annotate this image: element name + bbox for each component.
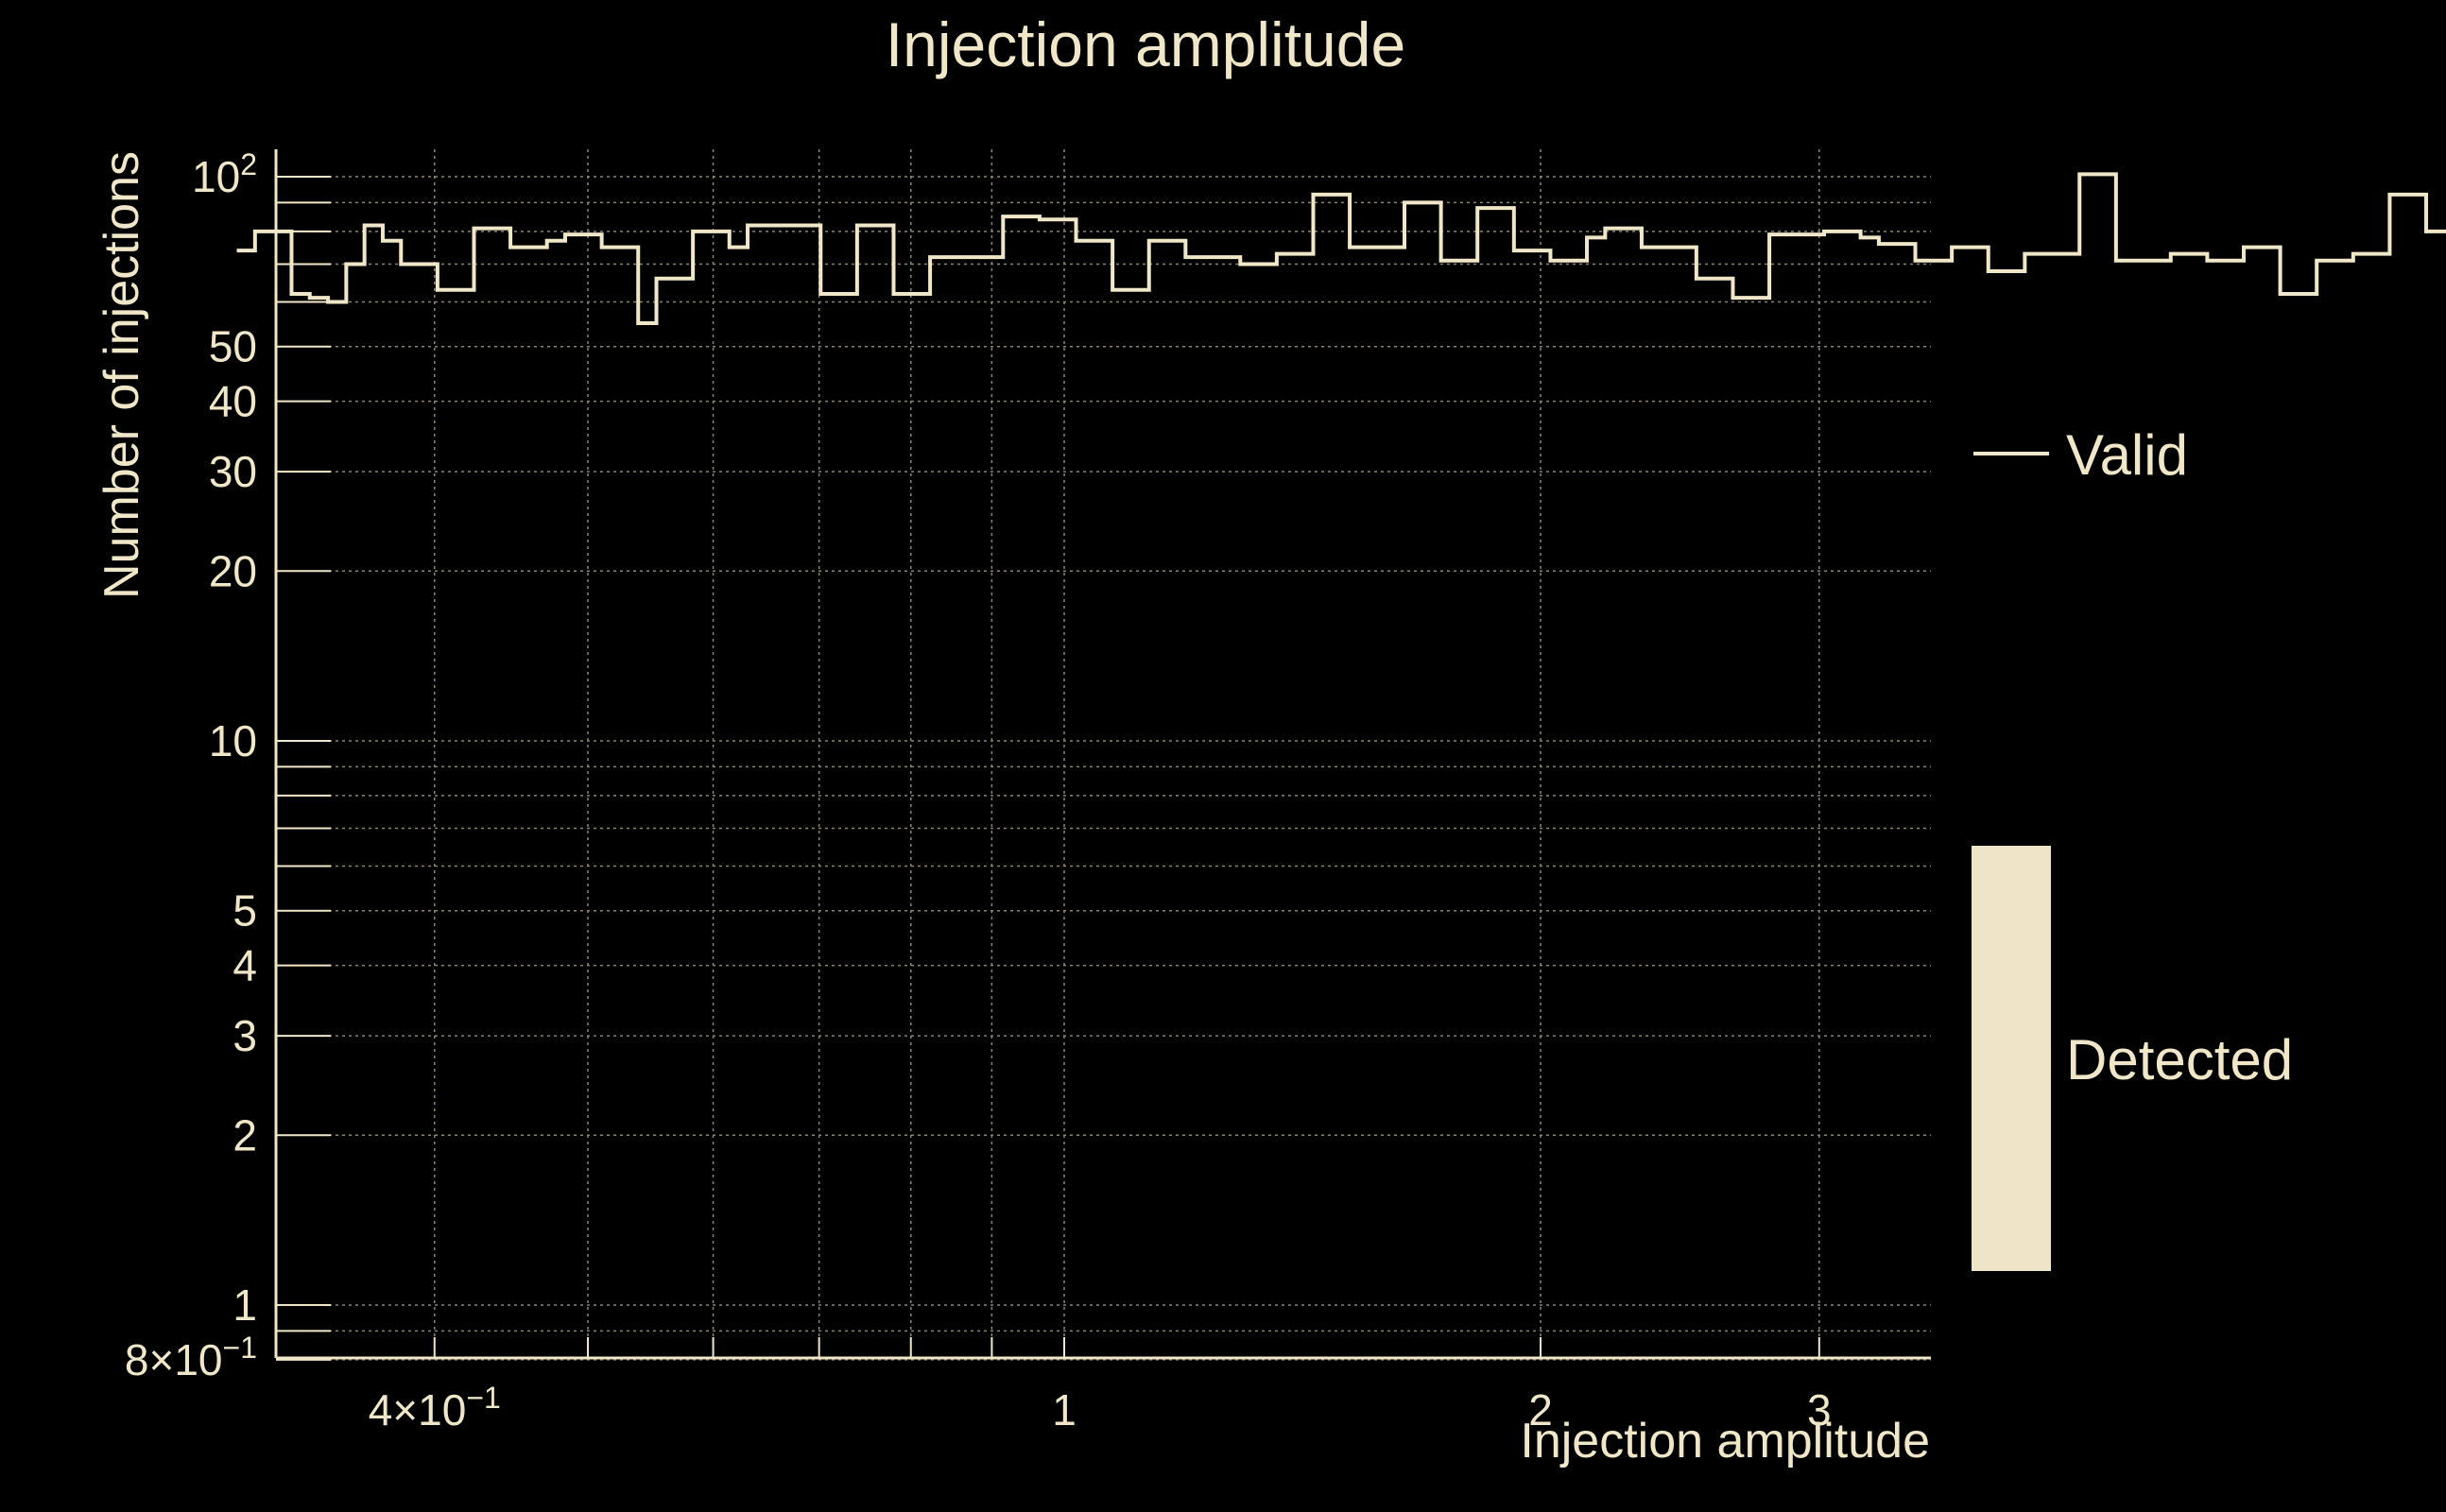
y-tick-label: 5 <box>233 886 257 936</box>
legend-valid-label: Valid <box>2066 423 2188 487</box>
y-tick-label: 10 <box>209 716 257 765</box>
y-tick-label: 40 <box>209 377 257 426</box>
y-tick-label: 30 <box>209 447 257 496</box>
x-axis-ticks: 4×10−1 1 2 3 <box>369 1381 1832 1435</box>
legend-detected-swatch <box>1972 846 2051 1271</box>
legend: Valid Detected <box>1972 423 2293 1271</box>
x-tick-label: 1 <box>1052 1385 1077 1435</box>
y-tick-label: 2 <box>233 1110 257 1160</box>
y-tick-label: 3 <box>233 1011 257 1060</box>
x-axis-label: Injection amplitude <box>1520 1414 1930 1469</box>
x-tick-label: 3 <box>1807 1385 1832 1435</box>
y-tick-label: 50 <box>209 322 257 371</box>
y-tick-label: 4 <box>233 941 257 990</box>
axes <box>274 149 1931 1361</box>
y-tick-label: 1 <box>233 1280 257 1330</box>
y-axis-ticks: 8×10−11 2 3 4 5 10 20 30 40 50 102 <box>125 147 257 1384</box>
y-axis-label: Number of injections <box>95 151 149 599</box>
y-tick-label: 8×10−1 <box>125 1331 257 1384</box>
y-tick-label: 102 <box>192 147 257 201</box>
legend-detected-label: Detected <box>2066 1028 2293 1091</box>
x-tick-label: 2 <box>1528 1385 1553 1435</box>
x-tick-label: 4×10−1 <box>369 1381 501 1435</box>
grid <box>276 149 1931 1361</box>
chart-title: Injection amplitude <box>886 9 1405 79</box>
y-tick-label: 20 <box>209 546 257 595</box>
valid-series-line <box>236 172 2446 326</box>
